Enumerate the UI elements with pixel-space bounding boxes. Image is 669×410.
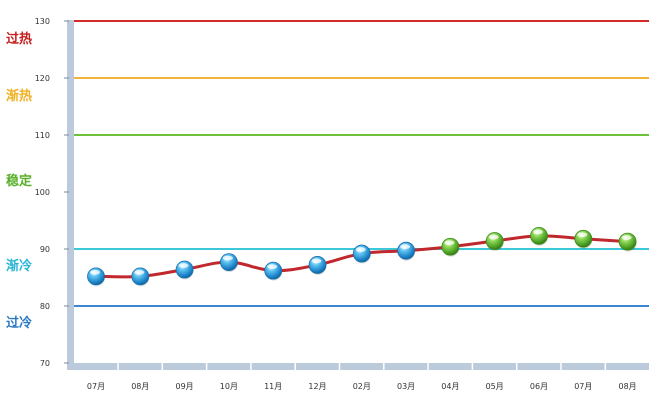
x-axis-bar bbox=[67, 363, 649, 370]
x-tick-label: 05月 bbox=[486, 382, 504, 391]
x-tick-label: 06月 bbox=[530, 382, 548, 391]
x-tick-label: 03月 bbox=[397, 382, 415, 391]
y-axis-ticks: 70 80 90 100 110 120 130 bbox=[35, 17, 69, 368]
y-tick-label: 80 bbox=[40, 302, 50, 311]
y-tick-label: 110 bbox=[35, 131, 50, 140]
x-tick-label: 07月 bbox=[574, 382, 592, 391]
y-tick-label: 100 bbox=[35, 188, 50, 197]
x-tick-label: 12月 bbox=[308, 382, 326, 391]
y-tick-label: 130 bbox=[35, 17, 50, 26]
x-tick-label: 09月 bbox=[176, 382, 194, 391]
zone-label: 过冷 bbox=[6, 315, 32, 331]
data-point-highlight bbox=[222, 255, 233, 261]
data-point-highlight bbox=[533, 229, 543, 235]
x-tick-label: 07月 bbox=[87, 382, 105, 391]
data-point-highlight bbox=[400, 244, 411, 250]
y-tick-label: 120 bbox=[35, 74, 50, 83]
zone-label: 稳定 bbox=[6, 173, 32, 189]
data-point-highlight bbox=[134, 269, 145, 275]
x-tick-label: 04月 bbox=[441, 382, 459, 391]
data-point-highlight bbox=[267, 264, 278, 270]
y-tick-label: 70 bbox=[40, 359, 50, 368]
zone-label: 渐热 bbox=[6, 88, 32, 104]
data-point-highlight bbox=[621, 235, 632, 240]
x-tick-label: 11月 bbox=[264, 382, 282, 391]
x-tick-label: 02月 bbox=[353, 382, 371, 391]
x-tick-label: 08月 bbox=[619, 382, 637, 391]
y-tick-label: 90 bbox=[40, 245, 50, 254]
x-tick-label: 10月 bbox=[220, 382, 238, 391]
data-point-highlight bbox=[444, 240, 455, 246]
data-point-highlight bbox=[311, 258, 322, 264]
data-point-highlight bbox=[178, 263, 189, 268]
data-point-highlight bbox=[90, 269, 100, 275]
zone-label: 过热 bbox=[6, 31, 32, 47]
zone-label: 渐冷 bbox=[6, 258, 32, 274]
data-point-highlight bbox=[577, 232, 588, 238]
x-tick-label: 08月 bbox=[131, 382, 149, 391]
y-axis-bar bbox=[67, 20, 74, 369]
data-point-highlight bbox=[488, 234, 499, 240]
series-layer bbox=[87, 226, 637, 287]
data-point-highlight bbox=[355, 247, 366, 252]
x-axis-ticks: 07月 08月 09月 10月 11月 12月 02月 03月 04月 05月 06月 07月 08月 bbox=[87, 363, 637, 391]
